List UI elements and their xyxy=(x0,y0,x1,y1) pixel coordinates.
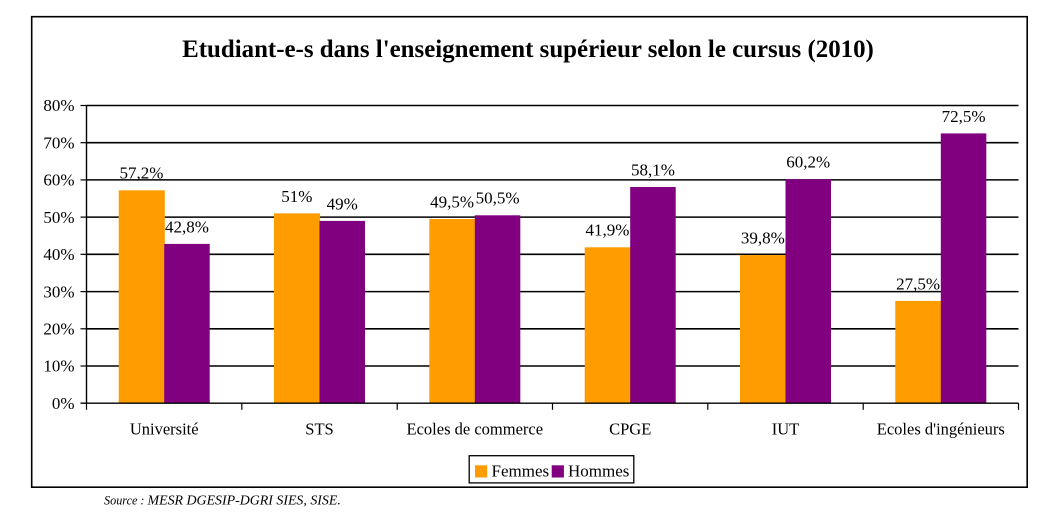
svg-text:49,5%: 49,5% xyxy=(430,192,474,211)
svg-text:40%: 40% xyxy=(43,245,74,264)
svg-text:60%: 60% xyxy=(43,171,74,190)
svg-text:Femmes: Femmes xyxy=(492,462,550,481)
svg-text:41,9%: 41,9% xyxy=(585,221,629,240)
svg-text:CPGE: CPGE xyxy=(609,420,651,439)
svg-text:20%: 20% xyxy=(43,320,74,339)
svg-text:58,1%: 58,1% xyxy=(631,160,675,179)
svg-text:0%: 0% xyxy=(52,394,75,413)
svg-text:STS: STS xyxy=(305,420,333,439)
svg-text:50,5%: 50,5% xyxy=(476,189,520,208)
svg-text:Etudiant-e-s dans l'enseigneme: Etudiant-e-s dans l'enseignement supérie… xyxy=(182,36,874,63)
svg-text:39,8%: 39,8% xyxy=(741,229,785,248)
svg-text:27,5%: 27,5% xyxy=(896,274,940,293)
svg-text:42,8%: 42,8% xyxy=(165,217,209,236)
svg-text:80%: 80% xyxy=(43,96,74,115)
svg-text:Ecoles d'ingénieurs: Ecoles d'ingénieurs xyxy=(877,420,1005,439)
svg-text:49%: 49% xyxy=(327,194,358,213)
svg-text:60,2%: 60,2% xyxy=(786,153,830,172)
svg-text:57,2%: 57,2% xyxy=(119,164,163,183)
svg-text:Université: Université xyxy=(130,420,199,439)
svg-text:10%: 10% xyxy=(43,357,74,376)
svg-text:50%: 50% xyxy=(43,208,74,227)
svg-text:30%: 30% xyxy=(43,282,74,301)
svg-text:51%: 51% xyxy=(281,187,312,206)
svg-text:IUT: IUT xyxy=(772,420,800,439)
svg-text:72,5%: 72,5% xyxy=(942,107,986,126)
svg-text:Hommes: Hommes xyxy=(568,462,629,481)
svg-text:Ecoles de commerce: Ecoles de commerce xyxy=(407,420,544,439)
svg-text:Source : MESR DGESIP-DGRI SIES: Source : MESR DGESIP-DGRI SIES, SISE. xyxy=(104,493,341,508)
svg-text:70%: 70% xyxy=(43,133,74,152)
